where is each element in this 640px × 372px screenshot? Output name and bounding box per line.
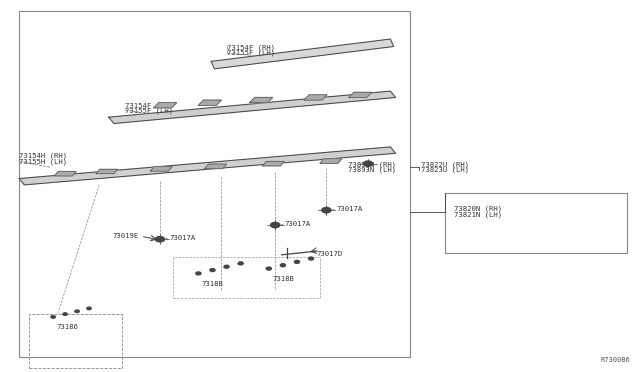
Text: R7300B6: R7300B6 (601, 357, 630, 363)
Polygon shape (54, 171, 76, 176)
Polygon shape (262, 161, 284, 166)
Polygon shape (198, 100, 221, 105)
Circle shape (238, 262, 243, 265)
Circle shape (271, 222, 280, 228)
Text: 73155F (LH): 73155F (LH) (227, 49, 275, 56)
Text: 73892N (RH): 73892N (RH) (348, 161, 396, 168)
Circle shape (294, 260, 300, 263)
Circle shape (210, 269, 215, 272)
Text: 73154F (RH): 73154F (RH) (125, 102, 173, 109)
Text: 73019E: 73019E (112, 233, 138, 239)
Polygon shape (211, 39, 394, 69)
Text: 73017A: 73017A (285, 221, 311, 227)
Circle shape (364, 161, 372, 166)
Text: 73186: 73186 (56, 324, 78, 330)
Text: 73155H (LH): 73155H (LH) (19, 158, 67, 165)
Circle shape (87, 307, 92, 310)
Circle shape (51, 316, 55, 318)
Circle shape (322, 208, 331, 213)
Polygon shape (96, 169, 118, 174)
Text: 73822U (RH): 73822U (RH) (421, 161, 469, 168)
Polygon shape (320, 159, 342, 163)
Polygon shape (250, 97, 273, 103)
Text: 73823U (LH): 73823U (LH) (421, 166, 469, 173)
Text: 73154H (RH): 73154H (RH) (19, 153, 67, 160)
Text: 73155F (LH): 73155F (LH) (125, 108, 173, 114)
Text: 73017A: 73017A (170, 235, 196, 241)
Text: 73820N (RH): 73820N (RH) (454, 206, 502, 212)
Polygon shape (205, 164, 227, 169)
Polygon shape (349, 92, 372, 97)
Text: 73821N (LH): 73821N (LH) (454, 211, 502, 218)
Circle shape (75, 310, 79, 312)
Circle shape (280, 264, 285, 267)
Polygon shape (109, 91, 396, 124)
Polygon shape (19, 147, 396, 185)
Polygon shape (154, 103, 177, 108)
Text: 73017A: 73017A (336, 206, 362, 212)
Text: 73017D: 73017D (317, 251, 343, 257)
Polygon shape (304, 95, 327, 100)
Text: 73154F (RH): 73154F (RH) (227, 44, 275, 51)
Circle shape (156, 237, 164, 242)
Circle shape (224, 265, 229, 268)
Text: 7318B: 7318B (272, 276, 294, 282)
Circle shape (63, 313, 67, 315)
Text: 73893N (LH): 73893N (LH) (348, 166, 396, 173)
Text: 7318B: 7318B (202, 281, 223, 287)
Circle shape (308, 257, 314, 260)
Circle shape (196, 272, 201, 275)
Bar (445, 193, 627, 253)
Polygon shape (150, 167, 172, 171)
Bar (19, 11, 410, 357)
Circle shape (266, 267, 271, 270)
